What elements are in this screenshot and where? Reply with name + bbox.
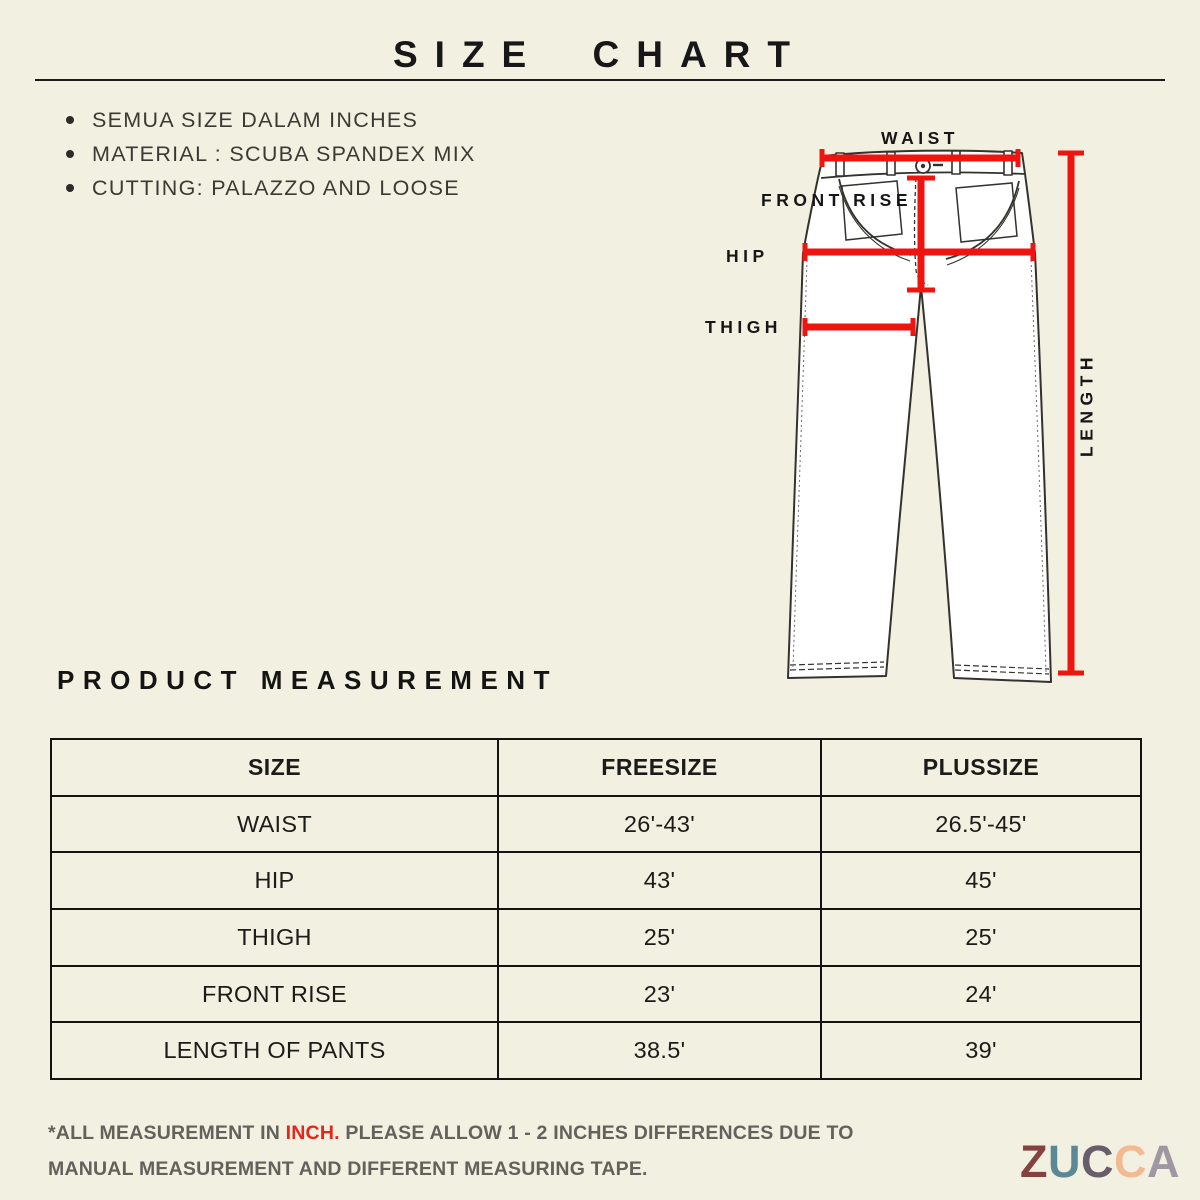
logo-letter: C	[1081, 1136, 1114, 1187]
product-notes: SEMUA SIZE DALAM INCHES MATERIAL : SCUBA…	[66, 103, 476, 205]
row-label: HIP	[50, 851, 499, 911]
right-pocket-bag	[955, 182, 1018, 243]
note-text: MATERIAL : SCUBA SPANDEX MIX	[92, 141, 476, 166]
table-row: WAIST 26'-43' 26.5'-45'	[50, 794, 1142, 854]
note-item: MATERIAL : SCUBA SPANDEX MIX	[66, 137, 476, 171]
page-title: SIZE CHART	[393, 34, 807, 75]
freesize-value: 43'	[497, 851, 822, 911]
logo-letter: Z	[1020, 1136, 1048, 1187]
title-divider	[35, 79, 1165, 81]
table-header-row: SIZE FREESIZE PLUSSIZE	[50, 738, 1142, 797]
left-pocket-bag	[841, 180, 903, 241]
note-item: CUTTING: PALAZZO AND LOOSE	[66, 171, 476, 205]
measurement-disclaimer: *ALL MEASUREMENT IN INCH. PLEASE ALLOW 1…	[48, 1115, 868, 1187]
thigh-label: THIGH	[705, 317, 782, 337]
plussize-value: 24'	[820, 964, 1142, 1024]
freesize-value: 38.5'	[497, 1021, 822, 1081]
row-label: LENGTH OF PANTS	[50, 1021, 499, 1081]
bullet-icon	[66, 116, 74, 124]
col-header-size: SIZE	[50, 738, 499, 797]
bullet-icon	[66, 184, 74, 192]
pants-measurement-diagram: WAIST FRONT RISE HIP THIGH LENGTH	[690, 120, 1170, 710]
disclaimer-suffix: PLEASE ALLOW 1 - 2 INCHES DIFFERENCES DU…	[48, 1122, 854, 1181]
col-header-plussize: PLUSSIZE	[820, 738, 1142, 797]
front-rise-label: FRONT RISE	[761, 190, 912, 210]
note-text: SEMUA SIZE DALAM INCHES	[92, 107, 419, 132]
row-label: WAIST	[50, 794, 499, 854]
plussize-value: 26.5'-45'	[820, 794, 1142, 854]
waist-label: WAIST	[881, 128, 959, 148]
table-row: LENGTH OF PANTS 38.5' 39'	[50, 1021, 1142, 1081]
freesize-value: 23'	[497, 964, 822, 1024]
col-header-freesize: FREESIZE	[497, 738, 822, 797]
section-title: PRODUCT MEASUREMENT	[57, 665, 558, 695]
pants-line-art	[787, 149, 1084, 683]
note-item: SEMUA SIZE DALAM INCHES	[66, 103, 476, 137]
freesize-value: 26'-43'	[497, 794, 822, 854]
measurement-table: SIZE FREESIZE PLUSSIZE WAIST 26'-43' 26.…	[50, 738, 1142, 1081]
freesize-value: 25'	[497, 908, 822, 967]
logo-letter: C	[1114, 1136, 1147, 1187]
inch-highlight: INCH.	[285, 1122, 340, 1144]
note-text: CUTTING: PALAZZO AND LOOSE	[92, 175, 460, 200]
table-row: HIP 43' 45'	[50, 851, 1142, 911]
logo-letter: U	[1048, 1136, 1081, 1187]
plussize-value: 25'	[820, 908, 1142, 967]
pants-outline	[787, 149, 1052, 683]
logo-letter: A	[1147, 1136, 1180, 1187]
table-row: FRONT RISE 23' 24'	[50, 964, 1142, 1024]
measurement-lines	[802, 149, 1084, 676]
bullet-icon	[66, 150, 74, 158]
length-label: LENGTH	[1076, 352, 1097, 457]
disclaimer-prefix: *ALL MEASUREMENT IN	[48, 1122, 286, 1144]
row-label: FRONT RISE	[50, 964, 499, 1024]
table-row: THIGH 25' 25'	[50, 908, 1142, 967]
zucca-logo: ZUCCA	[1020, 1136, 1180, 1188]
plussize-value: 39'	[820, 1021, 1142, 1081]
row-label: THIGH	[50, 908, 499, 967]
plussize-value: 45'	[820, 851, 1142, 911]
hip-label: HIP	[726, 246, 769, 266]
